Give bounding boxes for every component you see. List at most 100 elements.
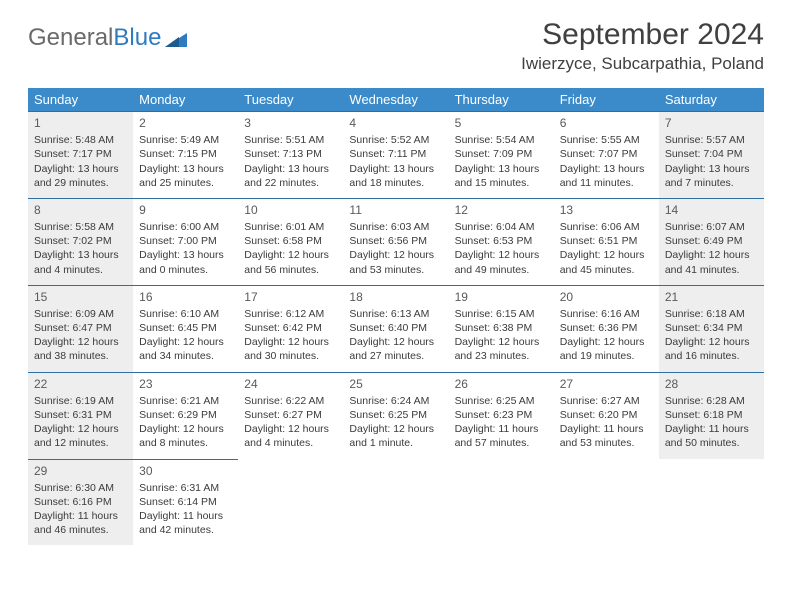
day-cell: 9Sunrise: 6:00 AMSunset: 7:00 PMDaylight… [133,198,238,285]
daylight-text: and 19 minutes. [560,349,653,363]
day-number: 23 [139,376,232,392]
day-cell: 20Sunrise: 6:16 AMSunset: 6:36 PMDayligh… [554,285,659,372]
sunset-text: Sunset: 6:34 PM [665,321,758,335]
sunset-text: Sunset: 6:27 PM [244,408,337,422]
title-block: September 2024 Iwierzyce, Subcarpathia, … [521,18,764,74]
weekday-header: Monday [133,88,238,112]
sunset-text: Sunset: 6:53 PM [455,234,548,248]
sunset-text: Sunset: 6:18 PM [665,408,758,422]
daylight-text: Daylight: 11 hours [139,509,232,523]
sunset-text: Sunset: 6:56 PM [349,234,442,248]
daylight-text: and 18 minutes. [349,176,442,190]
sunset-text: Sunset: 6:14 PM [139,495,232,509]
day-cell: 10Sunrise: 6:01 AMSunset: 6:58 PMDayligh… [238,198,343,285]
day-number: 7 [665,115,758,131]
sunrise-text: Sunrise: 6:00 AM [139,220,232,234]
day-cell: 13Sunrise: 6:06 AMSunset: 6:51 PMDayligh… [554,198,659,285]
sunset-text: Sunset: 6:29 PM [139,408,232,422]
sunrise-text: Sunrise: 6:24 AM [349,394,442,408]
weekday-header: Wednesday [343,88,448,112]
sunrise-text: Sunrise: 5:57 AM [665,133,758,147]
day-number: 14 [665,202,758,218]
daylight-text: Daylight: 12 hours [139,335,232,349]
logo: GeneralBlue [28,18,187,52]
daylight-text: Daylight: 13 hours [560,162,653,176]
sunrise-text: Sunrise: 6:18 AM [665,307,758,321]
daylight-text: and 12 minutes. [34,436,127,450]
sunrise-text: Sunrise: 6:27 AM [560,394,653,408]
empty-cell [238,459,343,545]
sunset-text: Sunset: 6:58 PM [244,234,337,248]
sunset-text: Sunset: 7:15 PM [139,147,232,161]
sunrise-text: Sunrise: 5:54 AM [455,133,548,147]
sunset-text: Sunset: 6:23 PM [455,408,548,422]
sunrise-text: Sunrise: 5:51 AM [244,133,337,147]
day-number: 1 [34,115,127,131]
daylight-text: and 29 minutes. [34,176,127,190]
day-cell: 3Sunrise: 5:51 AMSunset: 7:13 PMDaylight… [238,112,343,199]
day-cell: 25Sunrise: 6:24 AMSunset: 6:25 PMDayligh… [343,372,448,459]
day-number: 12 [455,202,548,218]
day-cell: 24Sunrise: 6:22 AMSunset: 6:27 PMDayligh… [238,372,343,459]
day-number: 26 [455,376,548,392]
header: GeneralBlue September 2024 Iwierzyce, Su… [28,18,764,74]
sunset-text: Sunset: 7:13 PM [244,147,337,161]
daylight-text: and 8 minutes. [139,436,232,450]
daylight-text: and 38 minutes. [34,349,127,363]
weekday-header: Friday [554,88,659,112]
daylight-text: Daylight: 13 hours [349,162,442,176]
daylight-text: and 53 minutes. [560,436,653,450]
daylight-text: and 7 minutes. [665,176,758,190]
daylight-text: Daylight: 13 hours [244,162,337,176]
day-number: 27 [560,376,653,392]
daylight-text: Daylight: 12 hours [244,422,337,436]
day-cell: 19Sunrise: 6:15 AMSunset: 6:38 PMDayligh… [449,285,554,372]
calendar-body: 1Sunrise: 5:48 AMSunset: 7:17 PMDaylight… [28,112,764,546]
sunset-text: Sunset: 7:17 PM [34,147,127,161]
daylight-text: Daylight: 11 hours [665,422,758,436]
empty-cell [659,459,764,545]
daylight-text: and 22 minutes. [244,176,337,190]
daylight-text: Daylight: 13 hours [34,162,127,176]
sunset-text: Sunset: 6:16 PM [34,495,127,509]
daylight-text: Daylight: 11 hours [560,422,653,436]
day-cell: 18Sunrise: 6:13 AMSunset: 6:40 PMDayligh… [343,285,448,372]
day-number: 20 [560,289,653,305]
day-cell: 27Sunrise: 6:27 AMSunset: 6:20 PMDayligh… [554,372,659,459]
daylight-text: and 27 minutes. [349,349,442,363]
day-number: 8 [34,202,127,218]
calendar-week: 22Sunrise: 6:19 AMSunset: 6:31 PMDayligh… [28,372,764,459]
sunset-text: Sunset: 7:07 PM [560,147,653,161]
daylight-text: Daylight: 12 hours [665,248,758,262]
sunrise-text: Sunrise: 5:58 AM [34,220,127,234]
day-cell: 15Sunrise: 6:09 AMSunset: 6:47 PMDayligh… [28,285,133,372]
sunset-text: Sunset: 6:31 PM [34,408,127,422]
logo-text-1: General [28,24,113,52]
daylight-text: Daylight: 12 hours [560,335,653,349]
daylight-text: and 50 minutes. [665,436,758,450]
sunrise-text: Sunrise: 6:21 AM [139,394,232,408]
daylight-text: and 4 minutes. [244,436,337,450]
empty-cell [554,459,659,545]
daylight-text: Daylight: 12 hours [455,335,548,349]
daylight-text: and 45 minutes. [560,263,653,277]
daylight-text: and 25 minutes. [139,176,232,190]
day-cell: 29Sunrise: 6:30 AMSunset: 6:16 PMDayligh… [28,459,133,545]
daylight-text: and 30 minutes. [244,349,337,363]
sunset-text: Sunset: 7:09 PM [455,147,548,161]
daylight-text: and 11 minutes. [560,176,653,190]
daylight-text: Daylight: 12 hours [349,422,442,436]
sunrise-text: Sunrise: 5:55 AM [560,133,653,147]
daylight-text: and 41 minutes. [665,263,758,277]
day-number: 24 [244,376,337,392]
daylight-text: Daylight: 13 hours [455,162,548,176]
logo-triangle-icon [165,31,187,47]
weekday-header: Saturday [659,88,764,112]
daylight-text: Daylight: 12 hours [665,335,758,349]
daylight-text: and 56 minutes. [244,263,337,277]
day-number: 28 [665,376,758,392]
sunrise-text: Sunrise: 6:07 AM [665,220,758,234]
daylight-text: Daylight: 12 hours [349,335,442,349]
day-cell: 1Sunrise: 5:48 AMSunset: 7:17 PMDaylight… [28,112,133,199]
day-cell: 23Sunrise: 6:21 AMSunset: 6:29 PMDayligh… [133,372,238,459]
